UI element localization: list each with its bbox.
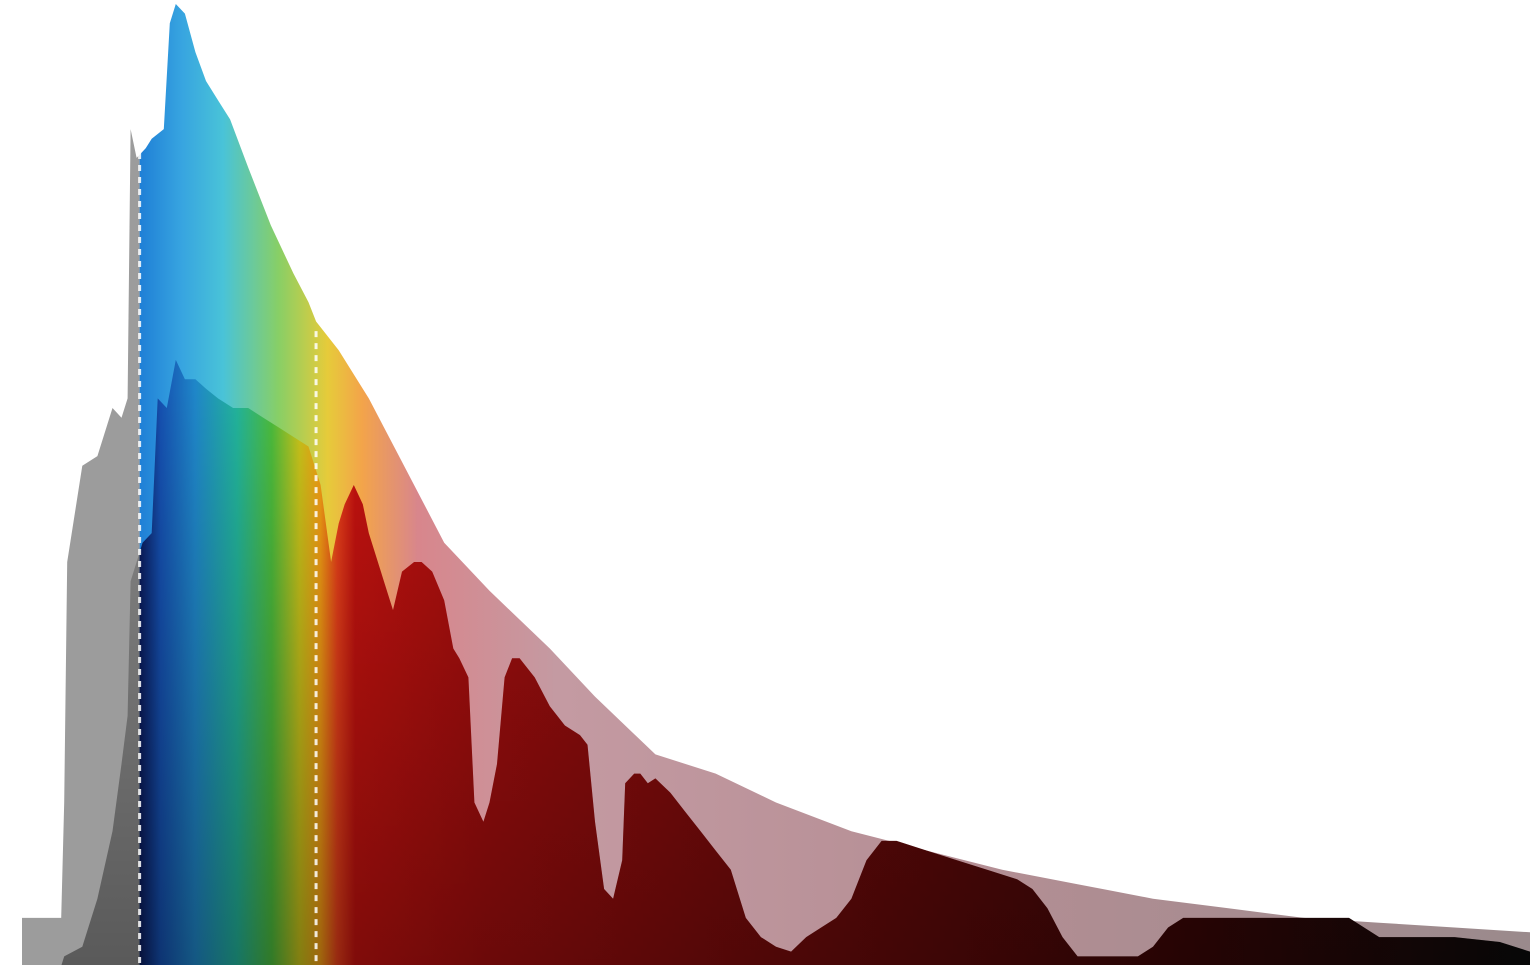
envelope-area xyxy=(139,4,1530,966)
envelope-layer xyxy=(22,4,1530,966)
surface-layer xyxy=(22,359,1530,966)
surface-shading xyxy=(22,359,1530,966)
marker-layer xyxy=(22,129,1530,967)
envelope-uv-area xyxy=(22,129,140,966)
